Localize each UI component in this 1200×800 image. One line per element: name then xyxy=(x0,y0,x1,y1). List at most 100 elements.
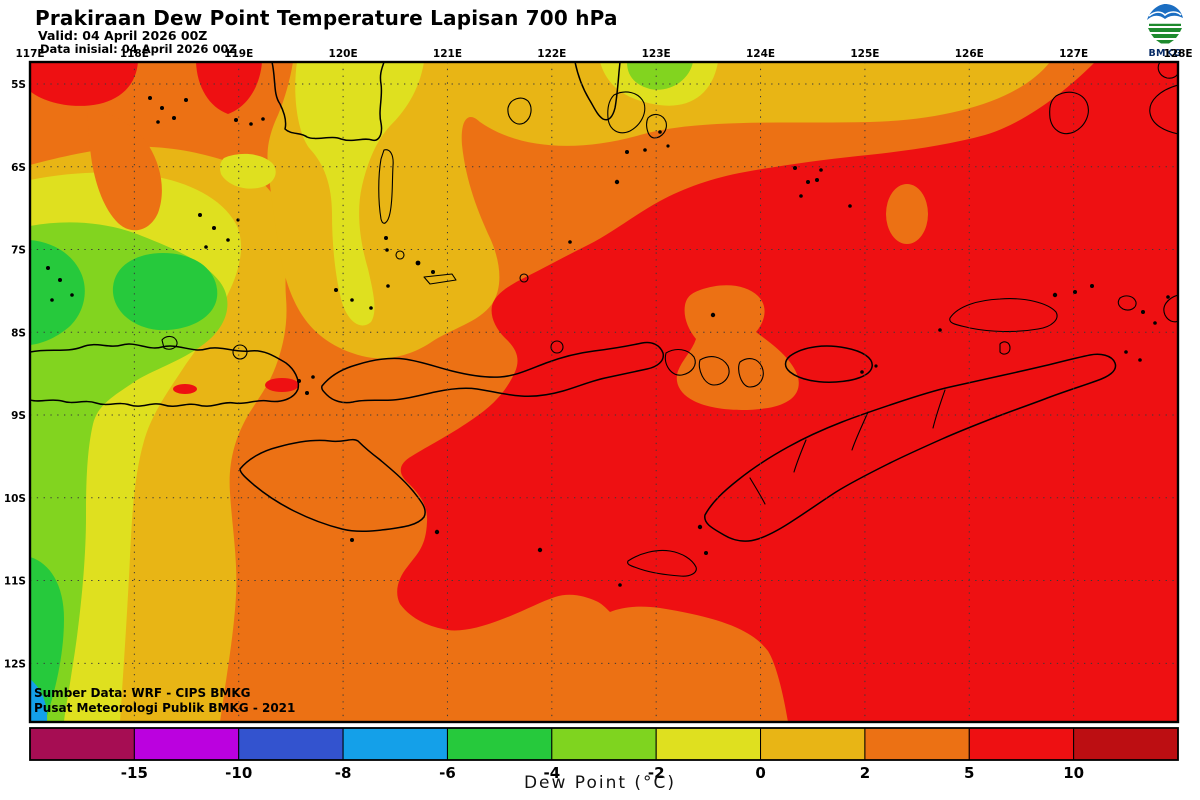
y-tick-label: 12S xyxy=(4,658,26,670)
y-axis-ticks: 5S 6S 7S 8S 9S 10S 11S 12S xyxy=(4,79,26,670)
contour-red-patch-sumbawa2 xyxy=(173,384,197,394)
coastline-buton-east xyxy=(646,113,667,139)
y-tick-label: 8S xyxy=(11,327,26,339)
y-tick-label: 11S xyxy=(4,576,26,588)
coastline-babar xyxy=(1117,295,1137,311)
coastline-sumbawa xyxy=(30,343,300,408)
coastline-selayar xyxy=(378,149,394,224)
valid-time-label: Valid: 04 April 2026 00Z xyxy=(38,28,208,43)
coastline-sumba xyxy=(239,438,426,533)
x-tick-label: 122E xyxy=(537,48,566,60)
coastline-buru-tip xyxy=(1049,91,1089,135)
contour-chartreuse-topright xyxy=(627,62,693,90)
coastline-kabaena xyxy=(507,97,532,125)
colorbar-segment xyxy=(342,727,448,761)
x-tick-label: 117E xyxy=(15,48,44,60)
contour-yellow-pocket xyxy=(220,153,276,189)
coastline-pantar xyxy=(738,358,764,388)
contour-green-blob-west xyxy=(30,240,85,345)
islet-specks xyxy=(46,96,1170,587)
colorbar-tick-label: -2 xyxy=(648,764,665,782)
colorbar-tick-label: 0 xyxy=(755,764,765,782)
colorbar-tick-label: 2 xyxy=(860,764,870,782)
bmkg-logo-label: BMKG xyxy=(1148,48,1182,59)
colorbar-segment xyxy=(29,727,135,761)
bmkg-logo: BMKG xyxy=(1142,2,1188,59)
contour-blue-corner xyxy=(30,679,48,722)
colorbar-tick-label: 5 xyxy=(964,764,974,782)
colorbar-title: Dew Point (°C) xyxy=(524,773,676,793)
coastline-adonara xyxy=(664,348,696,376)
x-tick-label: 124E xyxy=(746,48,775,60)
coastline-islet-circle xyxy=(550,340,564,354)
map-border xyxy=(28,60,1180,724)
coastline-right-edge-north xyxy=(1149,84,1178,135)
coastline-sulawesi-southwest xyxy=(271,62,385,142)
x-tick-label: 128E xyxy=(1163,48,1192,60)
colorbar-segment xyxy=(655,727,762,761)
colorbar-tick-label: -4 xyxy=(543,764,560,782)
contour-layers xyxy=(30,62,1178,722)
contour-orange-hole xyxy=(886,184,928,244)
colorbar-segment xyxy=(968,727,1075,761)
x-tick-label: 120E xyxy=(329,48,358,60)
source-line-1: Sumber Data: WRF - CIPS BMKG xyxy=(34,686,251,700)
coastline-kalaotoa xyxy=(519,273,529,283)
x-tick-label: 121E xyxy=(433,48,462,60)
colorbar-segment xyxy=(446,727,553,761)
contour-red-patch-sumbawa xyxy=(265,378,299,392)
colorbar-tick-label: -6 xyxy=(439,764,456,782)
coastline-alor xyxy=(784,345,873,383)
coastline-moyo xyxy=(161,335,178,350)
colorbar-segment xyxy=(133,727,240,761)
coastlines xyxy=(30,62,1178,587)
source-line-2: Pusat Meteorologi Publik BMKG - 2021 xyxy=(34,701,295,715)
page-title: Prakiraan Dew Point Temperature Lapisan … xyxy=(35,6,618,30)
border-timor-internal-4 xyxy=(749,477,766,505)
contour-green-strip-south xyxy=(30,557,64,722)
colorbar: -15 -10 -8 -6 -4 -2 0 2 5 10 xyxy=(29,727,1179,782)
colorbar-tick-label: 10 xyxy=(1063,764,1084,782)
colorbar-frame xyxy=(29,727,1179,761)
y-tick-label: 9S xyxy=(11,410,26,422)
contour-orange-tongue xyxy=(87,108,162,231)
x-tick-label: 119E xyxy=(224,48,253,60)
coastline-lembata xyxy=(698,356,730,386)
contour-yellow-tongue xyxy=(295,62,424,326)
contour-red-north-blob xyxy=(196,62,262,114)
x-tick-label: 123E xyxy=(642,48,671,60)
coastline-sangeang xyxy=(232,344,248,360)
coastline-timor xyxy=(704,353,1117,542)
x-tick-label: 126E xyxy=(955,48,984,60)
border-timor-internal-2 xyxy=(932,389,946,429)
coastline-madu-sliver xyxy=(423,273,457,285)
coastline-top-right-corner xyxy=(1157,62,1178,79)
border-timor-internal-3 xyxy=(793,439,807,473)
colorbar-segment xyxy=(1073,727,1179,761)
y-tick-label: 5S xyxy=(11,79,26,91)
colorbar-tick-label: -15 xyxy=(121,764,148,782)
coastline-atauro xyxy=(999,341,1011,355)
graticule-grid xyxy=(30,62,1178,722)
coastline-muna-buton xyxy=(607,91,646,134)
y-tick-label: 6S xyxy=(11,162,26,174)
contour-orange-mushroom xyxy=(676,285,799,410)
coastline-flores xyxy=(321,341,665,404)
x-tick-label: 125E xyxy=(850,48,879,60)
bmkg-logo-icon xyxy=(1145,4,1185,44)
coastline-rote xyxy=(627,549,697,577)
coastline-bonerate xyxy=(395,250,405,260)
colorbar-segment xyxy=(760,727,866,761)
contour-green-blob-center xyxy=(112,253,218,331)
colorbar-tick-label: -10 xyxy=(225,764,252,782)
colorbar-segment xyxy=(551,727,657,761)
x-tick-label: 118E xyxy=(120,48,149,60)
contour-red-northwest-corner xyxy=(30,62,138,106)
x-axis-ticks: 117E 118E 119E 120E 121E 122E 123E 124E 125E 126E… xyxy=(15,48,1192,60)
colorbar-segment xyxy=(238,727,344,761)
coastline-wetar xyxy=(949,298,1058,333)
y-tick-label: 10S xyxy=(4,493,26,505)
x-tick-label: 127E xyxy=(1059,48,1088,60)
